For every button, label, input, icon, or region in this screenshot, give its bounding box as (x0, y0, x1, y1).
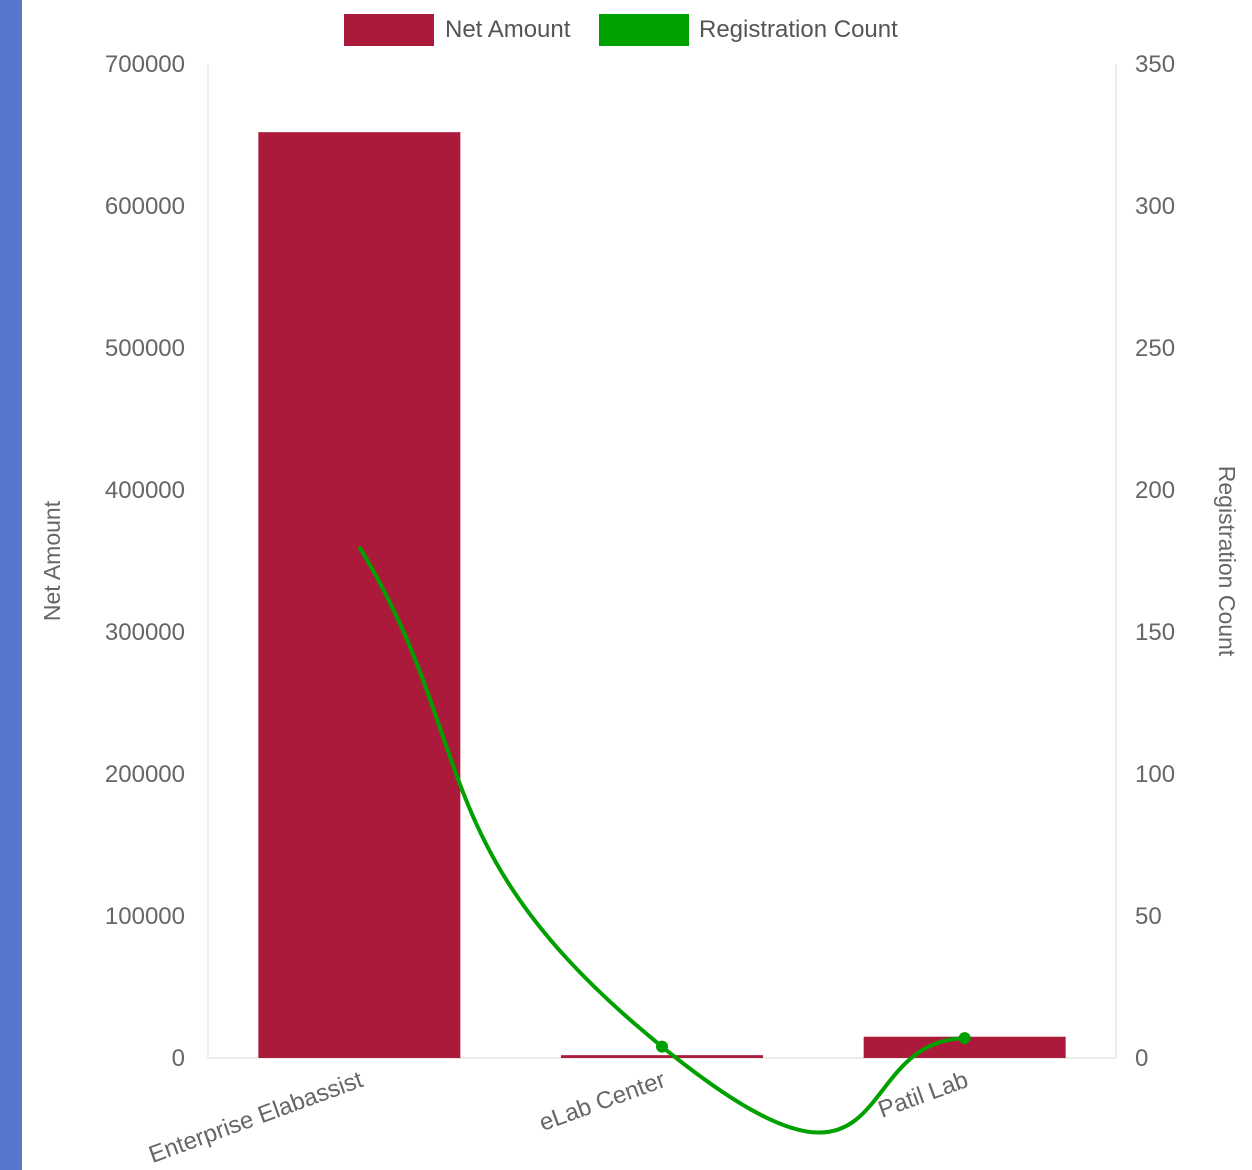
left-tick-label: 0 (172, 1045, 185, 1072)
right-tick-label: 200 (1135, 477, 1175, 504)
left-tick-label: 100000 (105, 903, 185, 930)
bar[interactable] (863, 1036, 1066, 1058)
left-tick-label: 400000 (105, 477, 185, 504)
right-tick-label: 250 (1135, 335, 1175, 362)
right-tick-label: 0 (1135, 1045, 1148, 1072)
legend-swatch-net-amount[interactable] (344, 14, 434, 46)
right-tick-label: 100 (1135, 761, 1175, 788)
window-frame-strip (0, 0, 22, 1170)
left-axis-title: Net Amount (39, 500, 65, 621)
line-points-registration-count (656, 1032, 971, 1053)
legend-label-net-amount[interactable]: Net Amount (445, 16, 571, 43)
bar[interactable] (561, 1055, 763, 1058)
right-axis-ticks: 0 50 100 150 200 250 300 350 (1135, 51, 1175, 1072)
legend-swatch-registration-count[interactable] (599, 14, 689, 46)
left-tick-label: 500000 (105, 335, 185, 362)
right-tick-label: 150 (1135, 619, 1175, 646)
left-tick-label: 300000 (105, 619, 185, 646)
right-axis-title: Registration Count (1214, 466, 1240, 657)
right-tick-label: 300 (1135, 193, 1175, 220)
left-axis-ticks: 0 100000 200000 300000 400000 500000 600000 700… (105, 51, 185, 1072)
x-tick-label: Enterprise Elabassist (145, 1066, 366, 1169)
line-point[interactable] (958, 1032, 971, 1045)
left-tick-label: 700000 (105, 51, 185, 78)
right-tick-label: 350 (1135, 51, 1175, 78)
left-tick-label: 200000 (105, 761, 185, 788)
bar-series-net-amount (258, 132, 1066, 1058)
x-axis-labels: Enterprise Elabassist eLab Center Patil La… (145, 1066, 971, 1169)
bar[interactable] (258, 132, 461, 1058)
x-tick-label: eLab Center (536, 1066, 669, 1137)
right-tick-label: 50 (1135, 903, 1162, 930)
legend-label-registration-count[interactable]: Registration Count (699, 16, 898, 43)
line-point[interactable] (656, 1040, 668, 1053)
x-tick-label: Patil Lab (875, 1066, 972, 1123)
left-tick-label: 600000 (105, 193, 185, 220)
legend[interactable]: Net Amount Registration Count (344, 14, 898, 46)
